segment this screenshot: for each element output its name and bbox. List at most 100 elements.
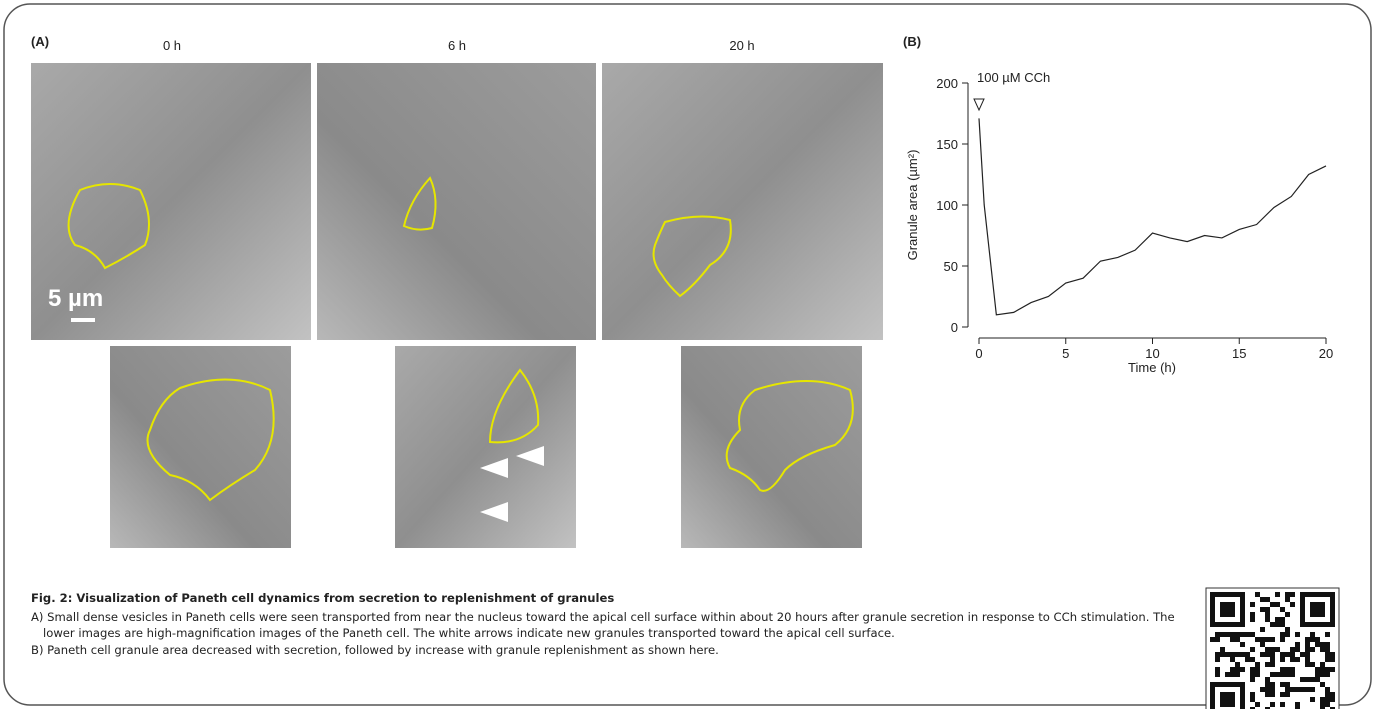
y-tick-label: 0 — [951, 320, 958, 335]
qr-cell — [1260, 652, 1265, 657]
qr-cell — [1235, 672, 1240, 677]
qr-cell — [1290, 667, 1295, 672]
qr-cell — [1280, 692, 1285, 697]
qr-cell — [1240, 617, 1245, 622]
qr-cell — [1300, 677, 1305, 682]
qr-cell — [1285, 682, 1290, 687]
qr-cell — [1270, 602, 1275, 607]
qr-cell — [1325, 647, 1330, 652]
qr-cell — [1240, 597, 1245, 602]
qr-cell — [1225, 622, 1230, 627]
qr-cell — [1330, 667, 1335, 672]
qr-cell — [1240, 632, 1245, 637]
qr-cell — [1300, 687, 1305, 692]
qr-cell — [1225, 682, 1230, 687]
qr-cell — [1280, 652, 1285, 657]
qr-cell — [1260, 627, 1265, 632]
qr-cell — [1310, 677, 1315, 682]
qr-cell — [1240, 692, 1245, 697]
qr-cell — [1255, 592, 1260, 597]
qr-cell — [1310, 697, 1315, 702]
qr-cell — [1225, 607, 1230, 612]
qr-cell — [1280, 632, 1285, 637]
x-tick-label: 10 — [1145, 346, 1159, 361]
qr-cell — [1270, 637, 1275, 642]
qr-cell — [1330, 617, 1335, 622]
qr-cell — [1240, 687, 1245, 692]
micrograph — [395, 346, 576, 548]
qr-cell — [1285, 612, 1290, 617]
qr-cell — [1245, 632, 1250, 637]
qr-cell — [1300, 622, 1305, 627]
qr-cell — [1325, 632, 1330, 637]
qr-cell — [1295, 647, 1300, 652]
qr-cell — [1310, 607, 1315, 612]
qr-cell — [1250, 632, 1255, 637]
qr-cell — [1320, 702, 1325, 707]
qr-cell — [1270, 687, 1275, 692]
qr-cell — [1280, 672, 1285, 677]
qr-cell — [1260, 597, 1265, 602]
x-tick-label: 20 — [1319, 346, 1333, 361]
qr-cell — [1240, 667, 1245, 672]
data-line — [979, 118, 1326, 314]
qr-cell — [1285, 627, 1290, 632]
qr-cell — [1270, 657, 1275, 662]
qr-cell — [1300, 597, 1305, 602]
qr-cell — [1265, 607, 1270, 612]
qr-cell — [1330, 592, 1335, 597]
qr-cell — [1265, 647, 1270, 652]
qr-cell — [1320, 602, 1325, 607]
qr-cell — [1315, 667, 1320, 672]
qr-cell — [1215, 657, 1220, 662]
qr-cell — [1320, 642, 1325, 647]
qr-cell — [1240, 652, 1245, 657]
qr-cell — [1235, 637, 1240, 642]
qr-code — [1206, 588, 1339, 709]
qr-cell — [1270, 692, 1275, 697]
caption-title: Fig. 2: Visualization of Paneth cell dyn… — [31, 590, 1181, 607]
qr-cell — [1285, 632, 1290, 637]
qr-cell — [1320, 667, 1325, 672]
qr-cell — [1290, 687, 1295, 692]
qr-cell — [1265, 617, 1270, 622]
annotation: 100 µM CCh — [977, 70, 1050, 85]
qr-cell — [1210, 692, 1215, 697]
qr-cell — [1315, 672, 1320, 677]
qr-cell — [1240, 602, 1245, 607]
qr-cell — [1220, 647, 1225, 652]
qr-cell — [1310, 662, 1315, 667]
qr-cell — [1230, 622, 1235, 627]
qr-cell — [1315, 612, 1320, 617]
qr-cell — [1225, 697, 1230, 702]
caption-paragraph: B) Paneth cell granule area decreased wi… — [31, 642, 1181, 659]
qr-cell — [1240, 697, 1245, 702]
qr-cell — [1235, 662, 1240, 667]
x-tick-label: 15 — [1232, 346, 1246, 361]
y-tick-label: 100 — [936, 198, 958, 213]
qr-cell — [1245, 657, 1250, 662]
qr-cell — [1310, 612, 1315, 617]
qr-cell — [1210, 702, 1215, 707]
qr-cell — [1210, 682, 1215, 687]
qr-cell — [1230, 672, 1235, 677]
x-axis-label: Time (h) — [1128, 360, 1176, 375]
time-label: 0 h — [163, 38, 181, 53]
qr-cell — [1325, 592, 1330, 597]
y-tick-label: 200 — [936, 76, 958, 91]
qr-cell — [1240, 622, 1245, 627]
qr-cell — [1230, 607, 1235, 612]
qr-cell — [1285, 692, 1290, 697]
qr-cell — [1250, 677, 1255, 682]
micrograph — [110, 346, 291, 548]
qr-cell — [1275, 672, 1280, 677]
qr-cell — [1215, 672, 1220, 677]
qr-cell — [1325, 657, 1330, 662]
qr-cell — [1240, 702, 1245, 707]
qr-cell — [1330, 607, 1335, 612]
qr-cell — [1305, 687, 1310, 692]
qr-cell — [1225, 632, 1230, 637]
y-tick-label: 50 — [944, 259, 958, 274]
qr-cell — [1320, 647, 1325, 652]
qr-cell — [1315, 607, 1320, 612]
